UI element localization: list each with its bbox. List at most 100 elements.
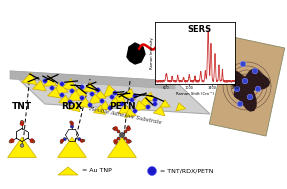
Circle shape: [227, 56, 233, 62]
Circle shape: [78, 138, 81, 141]
Circle shape: [63, 138, 66, 141]
Circle shape: [70, 122, 73, 125]
Circle shape: [225, 66, 231, 72]
Circle shape: [70, 125, 73, 128]
Polygon shape: [119, 103, 132, 114]
Polygon shape: [108, 137, 136, 157]
Polygon shape: [89, 93, 102, 104]
Circle shape: [43, 79, 47, 83]
Circle shape: [88, 103, 92, 107]
Circle shape: [113, 127, 115, 130]
Circle shape: [90, 92, 94, 96]
Circle shape: [127, 126, 130, 128]
Circle shape: [129, 140, 131, 143]
Polygon shape: [67, 90, 83, 101]
Circle shape: [10, 139, 14, 143]
Polygon shape: [153, 106, 165, 116]
Circle shape: [9, 140, 12, 143]
Circle shape: [242, 78, 248, 84]
Polygon shape: [43, 76, 57, 86]
Circle shape: [60, 93, 64, 97]
Circle shape: [133, 94, 137, 98]
Y-axis label: Raman Intensity: Raman Intensity: [150, 37, 154, 69]
Text: RDX: RDX: [61, 102, 83, 111]
Circle shape: [80, 139, 84, 142]
Circle shape: [124, 130, 127, 133]
Polygon shape: [10, 71, 175, 89]
Circle shape: [234, 86, 240, 92]
Circle shape: [124, 137, 127, 140]
Polygon shape: [123, 89, 135, 100]
Circle shape: [96, 88, 100, 92]
Circle shape: [114, 142, 117, 144]
Polygon shape: [127, 43, 145, 64]
Text: = TNT/RDX/PETN: = TNT/RDX/PETN: [160, 169, 214, 174]
Polygon shape: [58, 137, 86, 157]
Polygon shape: [134, 101, 148, 112]
Polygon shape: [224, 68, 270, 112]
Polygon shape: [22, 73, 37, 84]
Polygon shape: [33, 81, 46, 91]
Circle shape: [126, 139, 130, 143]
Circle shape: [119, 132, 125, 138]
Polygon shape: [113, 93, 126, 103]
Polygon shape: [58, 167, 78, 175]
Circle shape: [50, 86, 54, 90]
Circle shape: [146, 105, 150, 109]
Polygon shape: [209, 36, 285, 136]
Text: Flexible Adhesive Substrate: Flexible Adhesive Substrate: [88, 106, 162, 125]
Polygon shape: [62, 79, 77, 91]
Circle shape: [130, 98, 134, 102]
Circle shape: [229, 71, 235, 77]
Polygon shape: [69, 102, 80, 112]
Polygon shape: [53, 83, 68, 95]
Polygon shape: [94, 90, 106, 99]
Circle shape: [32, 140, 35, 143]
Polygon shape: [104, 85, 119, 97]
Circle shape: [237, 101, 243, 107]
Polygon shape: [139, 97, 151, 106]
Polygon shape: [48, 88, 61, 98]
Polygon shape: [109, 97, 121, 106]
Circle shape: [148, 167, 156, 176]
Polygon shape: [59, 95, 70, 105]
Polygon shape: [125, 108, 136, 117]
Circle shape: [80, 96, 84, 100]
Circle shape: [108, 106, 112, 110]
Circle shape: [21, 120, 24, 123]
Circle shape: [113, 91, 117, 95]
Polygon shape: [73, 86, 87, 96]
Circle shape: [82, 139, 85, 142]
Text: SERS: SERS: [187, 25, 211, 34]
Circle shape: [80, 85, 84, 89]
Text: = Au TNP: = Au TNP: [82, 169, 112, 174]
X-axis label: Raman Shift (Cm⁻¹): Raman Shift (Cm⁻¹): [176, 92, 214, 96]
Circle shape: [247, 94, 253, 100]
Circle shape: [114, 139, 118, 143]
Polygon shape: [176, 103, 186, 111]
Circle shape: [240, 61, 246, 67]
Circle shape: [68, 100, 72, 104]
Polygon shape: [99, 101, 110, 110]
Polygon shape: [144, 92, 156, 101]
Circle shape: [153, 98, 157, 102]
Polygon shape: [160, 100, 170, 107]
Circle shape: [120, 102, 124, 106]
Circle shape: [114, 127, 118, 131]
Circle shape: [133, 109, 137, 113]
Circle shape: [153, 102, 157, 106]
Circle shape: [117, 130, 120, 133]
Circle shape: [30, 139, 34, 143]
Circle shape: [70, 121, 72, 123]
Circle shape: [126, 127, 130, 131]
Circle shape: [117, 137, 120, 140]
Polygon shape: [7, 137, 36, 157]
Circle shape: [70, 89, 74, 93]
Circle shape: [252, 68, 258, 74]
Circle shape: [20, 144, 24, 147]
Circle shape: [61, 139, 64, 142]
Polygon shape: [10, 71, 210, 114]
Circle shape: [100, 99, 104, 103]
Text: PETN: PETN: [109, 102, 135, 111]
Text: TNT: TNT: [12, 102, 32, 111]
